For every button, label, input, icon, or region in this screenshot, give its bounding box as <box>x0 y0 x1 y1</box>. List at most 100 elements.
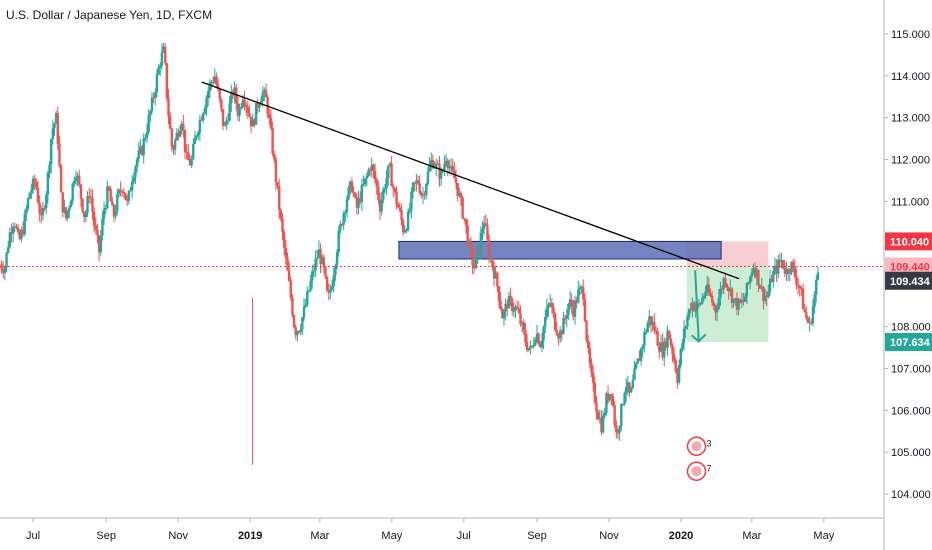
candle-body-450 <box>744 296 747 302</box>
candle-body-301 <box>497 286 501 301</box>
candle-body-349 <box>577 289 580 303</box>
candle-body-93 <box>154 92 157 98</box>
candle-body-341 <box>563 318 567 320</box>
candle-body-103 <box>170 128 174 148</box>
candle-body-486 <box>803 309 806 313</box>
candle-body-3 <box>5 252 8 268</box>
candle-body-494 <box>816 272 820 280</box>
candle-body-101 <box>167 97 170 117</box>
candle-body-339 <box>560 330 563 335</box>
candle-body-169 <box>279 210 283 219</box>
candle-body-51 <box>84 213 88 218</box>
candle-body-374 <box>618 425 621 433</box>
candle-body-247 <box>408 209 411 212</box>
candle-body-382 <box>631 380 635 389</box>
candle-body-452 <box>747 282 750 284</box>
candle-body-459 <box>758 285 762 289</box>
price-badge-text-0: 110.040 <box>890 236 929 248</box>
trendline[interactable] <box>201 81 740 280</box>
candle-body-202 <box>334 265 337 276</box>
candle-body-23 <box>38 202 41 214</box>
candle-body-283 <box>468 241 471 245</box>
candle-body-22 <box>36 187 40 203</box>
x-tick-label-6: Jul <box>457 530 471 542</box>
candle-body-70 <box>116 194 119 212</box>
candle-body-60 <box>99 236 102 253</box>
candle-body-427 <box>706 284 709 292</box>
candle-body-488 <box>806 317 810 324</box>
candle-body-356 <box>588 348 592 364</box>
candle-body-193 <box>319 249 322 265</box>
arrow-shaft[interactable] <box>694 270 700 342</box>
candle-body-263 <box>435 163 438 168</box>
candle-body-317 <box>524 330 527 343</box>
candle-body-284 <box>469 241 473 250</box>
candle-body-244 <box>403 230 407 233</box>
candle-body-40 <box>66 210 69 219</box>
candle-body-396 <box>654 330 658 332</box>
candle-body-166 <box>274 159 278 182</box>
candle-body-156 <box>258 105 261 108</box>
candle-body-90 <box>149 111 152 116</box>
price-badge-3[interactable] <box>885 333 932 352</box>
candle-body-187 <box>309 280 312 291</box>
candle-body-357 <box>590 363 593 373</box>
candle-body-468 <box>773 265 777 272</box>
candle-body-124 <box>205 98 208 109</box>
candle-body-160 <box>264 90 268 98</box>
price-badge-1[interactable] <box>885 257 932 276</box>
candle-body-478 <box>790 261 793 273</box>
candle-body-235 <box>388 163 392 166</box>
candle-body-467 <box>772 271 775 283</box>
candle-body-304 <box>502 311 506 319</box>
candle-body-371 <box>613 405 616 426</box>
candle-body-215 <box>355 197 359 208</box>
candle-body-393 <box>649 316 653 326</box>
candle-body-122 <box>202 113 205 121</box>
candle-body-361 <box>596 412 600 420</box>
resistance-zone[interactable] <box>398 240 722 260</box>
candle-body-88 <box>145 132 149 138</box>
candle-body-319 <box>527 347 530 351</box>
candle-body-445 <box>735 298 739 310</box>
candle-body-74 <box>122 191 126 194</box>
candle-body-207 <box>342 213 345 225</box>
candle-body-389 <box>643 332 646 346</box>
candle-body-309 <box>511 299 514 312</box>
candle-body-130 <box>215 76 218 85</box>
candle-body-167 <box>276 181 279 187</box>
candle-body-170 <box>281 218 284 233</box>
candle-body-15 <box>25 208 28 215</box>
candle-body-6 <box>10 232 13 234</box>
price-badge-2[interactable] <box>885 271 932 290</box>
candle-body-19 <box>31 178 35 191</box>
candle-body-294 <box>486 225 489 240</box>
candle-body-34 <box>56 113 59 144</box>
price-badge-text-1: 109.440 <box>890 262 930 274</box>
candle-body-332 <box>549 303 552 305</box>
candle-body-472 <box>780 260 783 262</box>
candle-body-444 <box>734 298 737 300</box>
price-badge-0[interactable] <box>885 232 932 251</box>
candle-body-80 <box>132 177 135 182</box>
candle-body-148 <box>244 104 248 108</box>
candle-body-143 <box>236 103 240 116</box>
candle-body-195 <box>322 256 326 268</box>
candle-body-230 <box>380 199 383 212</box>
candle-body-381 <box>629 388 633 393</box>
candle-body-493 <box>815 279 818 295</box>
candle-body-485 <box>801 288 805 310</box>
candle-body-209 <box>345 199 349 212</box>
candle-body-352 <box>582 286 585 300</box>
candle-body-57 <box>94 225 97 230</box>
candle-body-58 <box>96 229 99 236</box>
candle-body-61 <box>101 218 104 237</box>
candle-body-164 <box>271 127 274 154</box>
candle-body-62 <box>102 209 106 219</box>
candle-body-418 <box>691 302 694 311</box>
candle-body-415 <box>686 316 689 327</box>
candle-body-397 <box>656 331 659 346</box>
candle-body-327 <box>540 340 544 348</box>
event-flag-icon-0 <box>691 441 702 452</box>
